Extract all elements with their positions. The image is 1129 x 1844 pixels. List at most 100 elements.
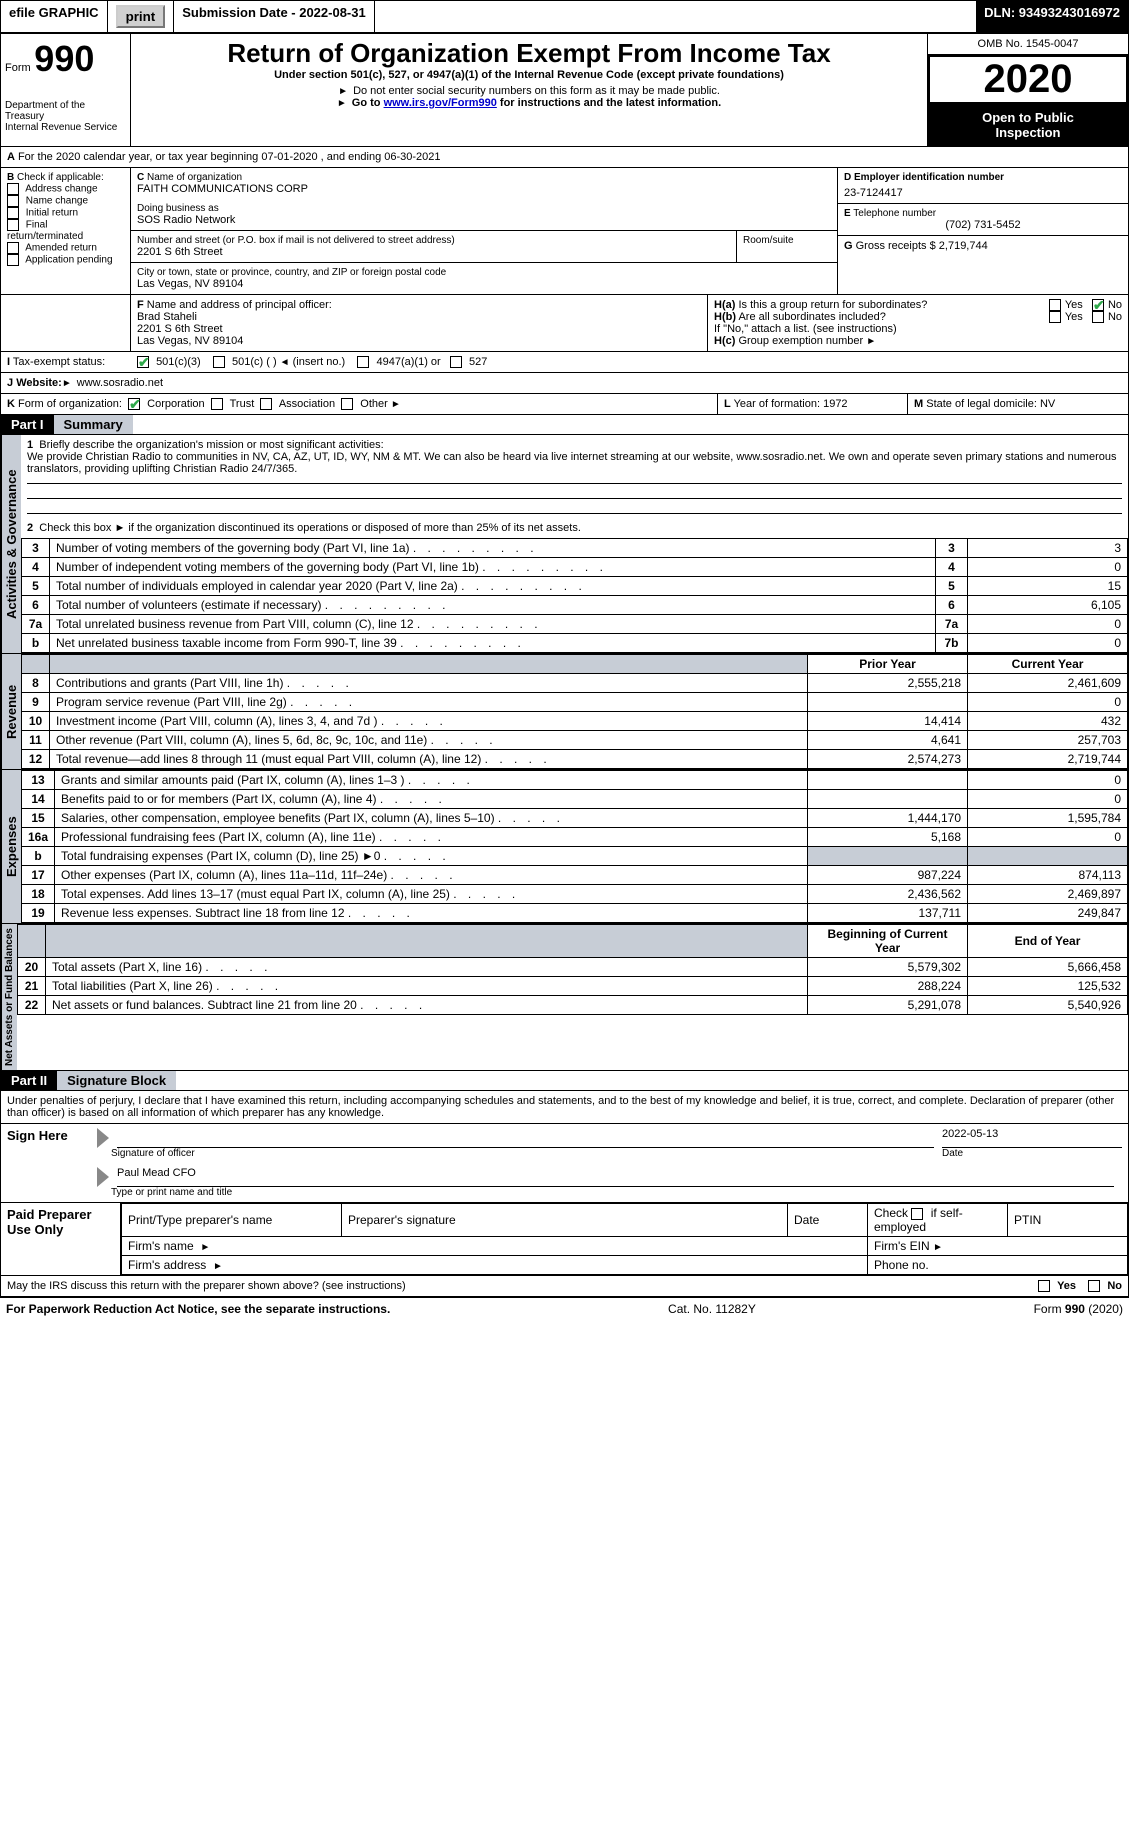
ssn-note: Do not enter social security numbers on …	[139, 85, 919, 97]
4947-checkbox[interactable]	[357, 356, 369, 368]
tax-year: 2020	[928, 55, 1128, 104]
net-assets-table: Beginning of Current YearEnd of Year20To…	[17, 924, 1128, 1015]
paid-preparer-block: Paid Preparer Use Only Print/Type prepar…	[1, 1203, 1128, 1276]
top-bar: efile GRAPHIC print Submission Date - 20…	[0, 0, 1129, 33]
line-a: A For the 2020 calendar year, or tax yea…	[1, 147, 1128, 168]
self-employed-checkbox[interactable]	[911, 1208, 923, 1220]
mission-text: We provide Christian Radio to communitie…	[27, 451, 1117, 475]
sign-here-block: Sign Here 2022-05-13 Signature of office…	[1, 1124, 1128, 1203]
triangle-icon	[97, 1128, 109, 1148]
other-checkbox[interactable]	[341, 398, 353, 410]
efile-label: efile GRAPHIC	[1, 1, 108, 32]
revenue-block: Revenue Prior YearCurrent Year8Contribut…	[1, 654, 1128, 770]
dln-label: DLN: 93493243016972	[976, 1, 1128, 32]
website: www.sosradio.net	[77, 377, 163, 389]
form-frame: Form 990 Department of the Treasury Inte…	[0, 33, 1129, 1298]
hb-no-checkbox[interactable]	[1092, 311, 1104, 323]
discuss-yes-checkbox[interactable]	[1038, 1280, 1050, 1292]
boxb-checkbox[interactable]	[7, 219, 19, 231]
arrow-icon	[337, 97, 349, 109]
boxb-option: Amended return	[7, 242, 124, 254]
boxb-checkbox[interactable]	[7, 195, 19, 207]
expenses-block: Expenses 13Grants and similar amounts pa…	[1, 770, 1128, 924]
header-right: OMB No. 1545-0047 2020 Open to Public In…	[928, 34, 1128, 146]
part2-header: Part II Signature Block	[1, 1071, 1128, 1091]
governance-table: 3Number of voting members of the governi…	[21, 538, 1128, 653]
box-m: M State of legal domicile: NV	[908, 394, 1128, 414]
table-row: 16aProfessional fundraising fees (Part I…	[22, 828, 1128, 847]
table-row: bNet unrelated business taxable income f…	[22, 634, 1128, 653]
arrow-icon	[62, 377, 74, 389]
table-row: 11Other revenue (Part VIII, column (A), …	[22, 731, 1128, 750]
side-label-expenses: Expenses	[1, 770, 21, 923]
boxb-checkbox[interactable]	[7, 254, 19, 266]
open-to-public: Open to Public Inspection	[928, 104, 1128, 146]
ein: 23-7124417	[844, 187, 1122, 199]
form-number: 990	[34, 38, 94, 79]
discuss-row: May the IRS discuss this return with the…	[1, 1276, 1128, 1297]
527-checkbox[interactable]	[450, 356, 462, 368]
corp-checkbox[interactable]	[128, 398, 140, 410]
return-title: Return of Organization Exempt From Incom…	[139, 38, 919, 69]
paid-preparer-label: Paid Preparer Use Only	[1, 1203, 121, 1275]
officer-name-title: Paul Mead CFO	[117, 1167, 196, 1179]
ha-yes-checkbox[interactable]	[1049, 299, 1061, 311]
501c-checkbox[interactable]	[213, 356, 225, 368]
arrow-icon	[933, 1239, 945, 1253]
side-label-ag: Activities & Governance	[1, 435, 21, 653]
table-row: 15Salaries, other compensation, employee…	[22, 809, 1128, 828]
discuss-no-checkbox[interactable]	[1088, 1280, 1100, 1292]
table-row: 18Total expenses. Add lines 13–17 (must …	[22, 885, 1128, 904]
box-j: J Website: www.sosradio.net	[1, 373, 1128, 394]
501c3-checkbox[interactable]	[137, 356, 149, 368]
table-row: 9Program service revenue (Part VIII, lin…	[22, 693, 1128, 712]
print-cell: print	[108, 1, 175, 32]
box-k: K Form of organization: Corporation Trus…	[1, 394, 718, 414]
table-row: 10Investment income (Part VIII, column (…	[22, 712, 1128, 731]
catalog-number: Cat. No. 11282Y	[668, 1302, 756, 1316]
table-row: 7aTotal unrelated business revenue from …	[22, 615, 1128, 634]
page-footer: For Paperwork Reduction Act Notice, see …	[0, 1298, 1129, 1320]
revenue-table: Prior YearCurrent Year8Contributions and…	[21, 654, 1128, 769]
activities-governance-block: Activities & Governance 1 Briefly descri…	[1, 435, 1128, 654]
ha-no-checkbox[interactable]	[1092, 299, 1104, 311]
boxb-checkbox[interactable]	[7, 183, 19, 195]
street-address: 2201 S 6th Street	[137, 246, 730, 258]
boxb-checkbox[interactable]	[7, 242, 19, 254]
gross-receipts: 2,719,744	[939, 240, 988, 252]
print-button[interactable]: print	[116, 5, 166, 28]
table-row: 6Total number of volunteers (estimate if…	[22, 596, 1128, 615]
part1-header: Part I Summary	[1, 415, 1128, 435]
hb-yes-checkbox[interactable]	[1049, 311, 1061, 323]
table-row: bTotal fundraising expenses (Part IX, co…	[22, 847, 1128, 866]
table-row: 13Grants and similar amounts paid (Part …	[22, 771, 1128, 790]
side-label-revenue: Revenue	[1, 654, 21, 769]
trust-checkbox[interactable]	[211, 398, 223, 410]
table-row: 19Revenue less expenses. Subtract line 1…	[22, 904, 1128, 923]
form-ref: Form 990 (2020)	[1034, 1302, 1123, 1316]
boxb-option: Address change	[7, 183, 124, 195]
table-row: 20Total assets (Part X, line 16) . . . .…	[18, 958, 1128, 977]
goto-note: Go to www.irs.gov/Form990 for instructio…	[139, 97, 919, 109]
officer-name: Brad Staheli	[137, 311, 197, 323]
box-b: B Check if applicable: Address change Na…	[1, 168, 131, 294]
boxb-checkbox[interactable]	[7, 207, 19, 219]
irs-link[interactable]: www.irs.gov/Form990	[384, 97, 497, 109]
org-name: FAITH COMMUNICATIONS CORP	[137, 183, 831, 195]
box-l: L Year of formation: 1972	[718, 394, 908, 414]
box-h: H(a) Is this a group return for subordin…	[708, 295, 1128, 351]
pra-notice: For Paperwork Reduction Act Notice, see …	[6, 1302, 390, 1316]
boxb-option: Application pending	[7, 254, 124, 266]
omb-number: OMB No. 1545-0047	[928, 34, 1128, 55]
sign-here-label: Sign Here	[1, 1124, 91, 1202]
boxb-option: Name change	[7, 195, 124, 207]
dba-name: SOS Radio Network	[137, 214, 831, 226]
table-row: 12Total revenue—add lines 8 through 11 (…	[22, 750, 1128, 769]
signature-date: 2022-05-13	[942, 1128, 1122, 1148]
net-assets-block: Net Assets or Fund Balances Beginning of…	[1, 924, 1128, 1071]
triangle-icon	[97, 1167, 109, 1187]
assoc-checkbox[interactable]	[260, 398, 272, 410]
arrow-icon	[200, 1239, 212, 1253]
jurat-text: Under penalties of perjury, I declare th…	[1, 1091, 1128, 1124]
submission-date: Submission Date - 2022-08-31	[174, 1, 375, 32]
